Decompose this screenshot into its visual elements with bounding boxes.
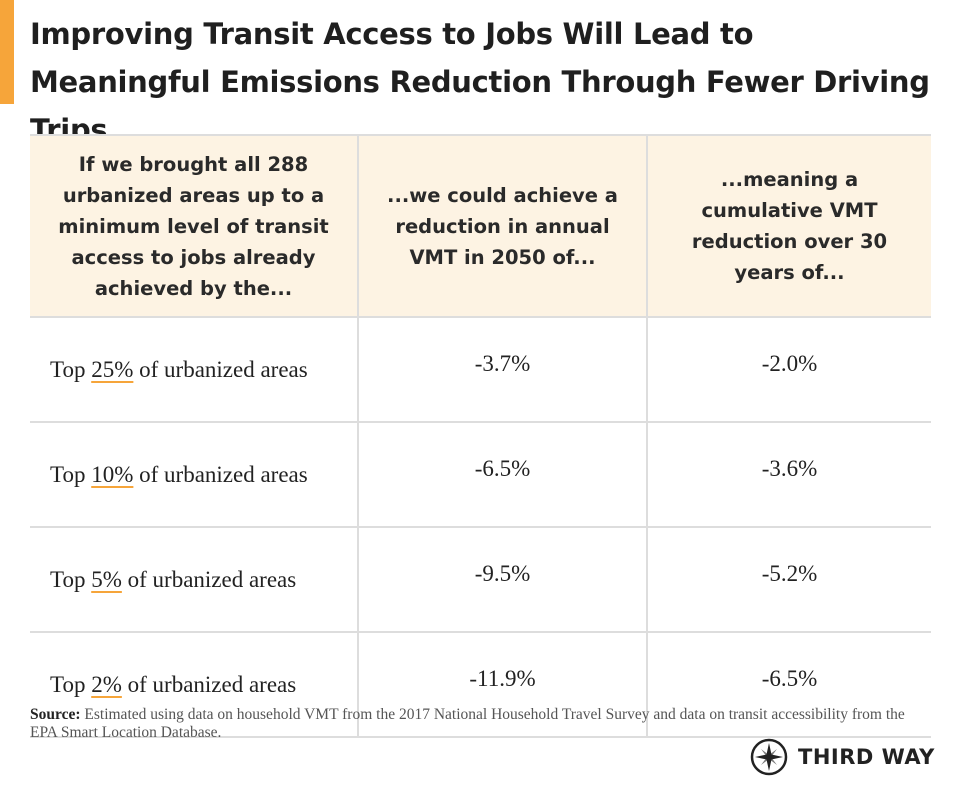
table-body: Top 25% of urbanized areas -3.7% -2.0% Top …: [30, 316, 931, 738]
label-highlight: 5%: [91, 566, 122, 592]
table-row: Top 10% of urbanized areas -6.5% -3.6%: [30, 421, 931, 528]
table: If we brought all 288 urbanized areas up…: [30, 134, 931, 738]
label-prefix: Top: [50, 671, 86, 697]
label-suffix: of urbanized areas: [127, 566, 297, 592]
cumulative-reduction: -6.5%: [646, 631, 931, 738]
label-highlight: 2%: [91, 671, 122, 697]
label-suffix: of urbanized areas: [139, 356, 308, 382]
column-header: ...we could achieve a reduction in annua…: [357, 134, 648, 318]
logo-icon: [750, 738, 788, 776]
label-suffix: of urbanized areas: [127, 671, 297, 697]
label-highlight: 10%: [91, 461, 134, 487]
annual-reduction: -6.5%: [357, 421, 648, 528]
table-header: If we brought all 288 urbanized areas up…: [30, 134, 931, 318]
table-row: Top 25% of urbanized areas -3.7% -2.0%: [30, 316, 931, 423]
annual-reduction: -11.9%: [357, 631, 648, 738]
label-prefix: Top: [50, 566, 86, 592]
column-header: ...meaning a cumulative VMT reduction ov…: [646, 134, 931, 318]
label-prefix: Top: [50, 461, 86, 487]
row-label: Top 25% of urbanized areas: [30, 316, 359, 423]
row-label: Top 10% of urbanized areas: [30, 421, 359, 528]
cumulative-reduction: -2.0%: [646, 316, 931, 423]
logo-text: THIRD WAY: [798, 745, 935, 769]
table-row: Top 5% of urbanized areas -9.5% -5.2%: [30, 526, 931, 633]
source-text: Estimated using data on household VMT fr…: [30, 706, 905, 741]
logo: THIRD WAY: [750, 738, 935, 776]
cumulative-reduction: -5.2%: [646, 526, 931, 633]
source-note: Source: Estimated using data on househol…: [30, 706, 920, 742]
annual-reduction: -3.7%: [357, 316, 648, 423]
title: Improving Transit Access to Jobs Will Le…: [30, 17, 930, 147]
annual-reduction: -9.5%: [357, 526, 648, 633]
header-row: If we brought all 288 urbanized areas up…: [30, 134, 931, 318]
source-label: Source:: [30, 706, 81, 723]
label-suffix: of urbanized areas: [139, 461, 308, 487]
label-prefix: Top: [50, 356, 86, 382]
cumulative-reduction: -3.6%: [646, 421, 931, 528]
row-label: Top 2% of urbanized areas: [30, 631, 359, 738]
table-row: Top 2% of urbanized areas -11.9% -6.5%: [30, 631, 931, 738]
column-header: If we brought all 288 urbanized areas up…: [30, 134, 359, 318]
label-highlight: 25%: [91, 356, 134, 382]
accent-bar: [0, 0, 14, 104]
row-label: Top 5% of urbanized areas: [30, 526, 359, 633]
